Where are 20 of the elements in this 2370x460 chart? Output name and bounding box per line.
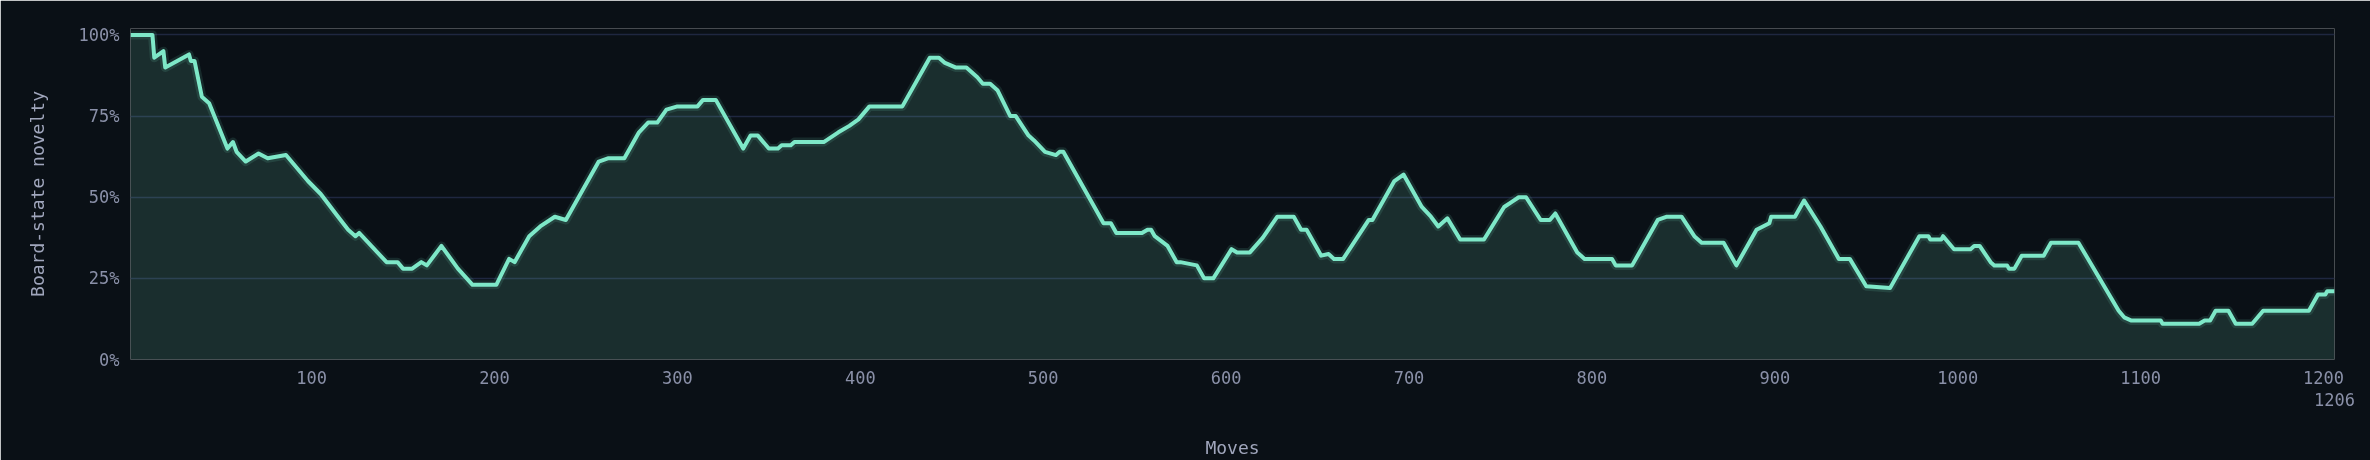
x-tick-label: 1000 — [1937, 367, 1979, 388]
y-tick-label: 75% — [88, 106, 120, 127]
y-tick-label: 50% — [88, 187, 120, 208]
x-tick-label: 600 — [1210, 367, 1242, 388]
x-tick-label: 900 — [1759, 367, 1791, 388]
x-tick-label: 700 — [1393, 367, 1425, 388]
x-tick-label: 100 — [296, 367, 327, 388]
x-tick-label: 200 — [479, 367, 510, 388]
x-tick-label: 1200 — [2303, 367, 2345, 388]
x-axis-title: Moves — [1205, 436, 1260, 458]
x-tick-label: 800 — [1576, 367, 1608, 388]
x-tick-label: 400 — [844, 367, 876, 388]
y-axis-title: Board-state novelty — [26, 90, 48, 297]
text: 1206 — [2314, 389, 2355, 410]
x-tick-label: 300 — [662, 367, 693, 388]
x-tick-label: 1100 — [2120, 367, 2162, 388]
y-tick-label: 100% — [78, 24, 120, 45]
x-tick-label: 500 — [1027, 367, 1059, 388]
y-tick-label: 0% — [99, 349, 120, 370]
y-tick-label: 25% — [88, 268, 120, 289]
